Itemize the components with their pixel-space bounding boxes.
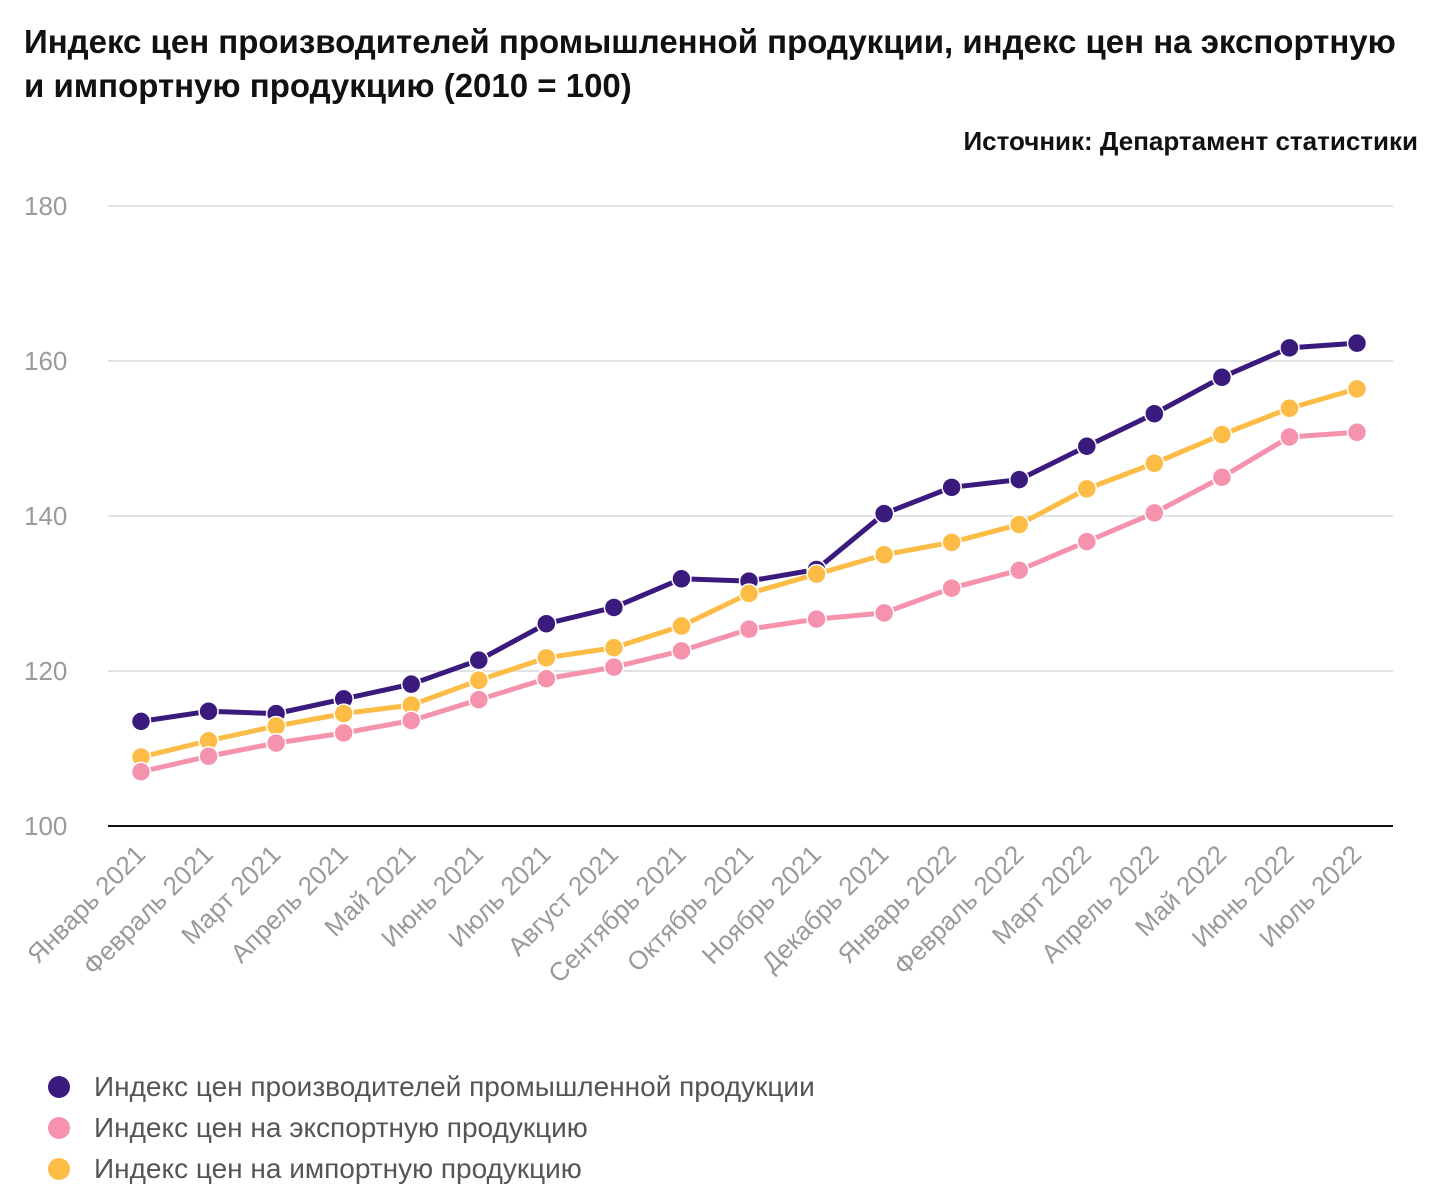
legend-item-producer: Индекс цен производителей промышленной п… — [48, 1066, 815, 1107]
series-2-point-12 — [941, 532, 962, 553]
series-1-point-11 — [873, 602, 895, 624]
series-0-point-16 — [1211, 367, 1233, 388]
series-2-point-8 — [671, 615, 692, 637]
series-2-point-7 — [603, 637, 625, 658]
series-2-point-16 — [1211, 424, 1233, 445]
series-0-point-1 — [198, 701, 219, 722]
series-1-point-2 — [265, 732, 287, 754]
series-1-point-5 — [468, 689, 490, 710]
series-0-point-4 — [400, 673, 422, 695]
chart-legend: Индекс цен производителей промышленной п… — [48, 1066, 815, 1189]
legend-marker-export — [48, 1116, 70, 1139]
legend-label-import: Индекс цен на импортную продукцию — [94, 1152, 582, 1184]
series-2-point-17 — [1279, 398, 1300, 419]
series-0-point-18 — [1346, 332, 1368, 354]
series-2-point-10 — [806, 563, 827, 585]
series-0-point-7 — [603, 597, 625, 618]
series-0-point-0 — [130, 711, 152, 732]
series-1-point-0 — [130, 761, 152, 782]
legend-label-export: Индекс цен на экспортную продукцию — [94, 1111, 588, 1143]
series-1-point-9 — [738, 618, 760, 640]
series-0-point-15 — [1144, 403, 1165, 424]
series-2-point-2 — [265, 715, 287, 737]
legend-item-export: Индекс цен на экспортную продукцию — [48, 1107, 815, 1148]
series-1-point-1 — [198, 746, 219, 767]
series-1-point-7 — [603, 656, 625, 678]
legend-marker-producer — [48, 1075, 70, 1098]
legend-marker-import — [48, 1157, 70, 1180]
series-0-point-11 — [873, 503, 895, 524]
series-0-point-12 — [941, 477, 962, 498]
series-1-point-8 — [671, 640, 692, 662]
series-1-point-4 — [400, 710, 422, 731]
series-0-point-17 — [1279, 337, 1300, 359]
series-1-point-15 — [1144, 502, 1165, 524]
series-1-point-6 — [536, 668, 557, 689]
series-line-0 — [138, 340, 1360, 724]
series-1-point-12 — [941, 577, 962, 599]
series-2-point-18 — [1346, 378, 1368, 400]
series-0-point-14 — [1076, 436, 1098, 457]
series-1-point-17 — [1279, 426, 1300, 448]
series-1-point-14 — [1076, 531, 1098, 552]
series-2-point-6 — [536, 647, 557, 669]
series-1-point-10 — [806, 608, 827, 630]
chart-title: Индекс цен производителей промышленной п… — [24, 23, 1396, 104]
series-1-point-16 — [1211, 467, 1233, 488]
y-tick-label-140: 140 — [24, 501, 67, 531]
series-2-point-9 — [738, 583, 760, 604]
y-tick-label-100: 100 — [24, 811, 67, 841]
legend-item-import: Индекс цен на импортную продукцию — [48, 1148, 815, 1189]
series-0-point-8 — [671, 568, 692, 590]
series-0-point-6 — [536, 613, 557, 634]
series-1-point-3 — [333, 722, 354, 744]
series-0-point-13 — [1008, 469, 1030, 490]
series-2-point-11 — [873, 544, 895, 565]
chart-source: Источник: Департамент статистики — [963, 126, 1418, 156]
y-tick-label-160: 160 — [24, 346, 67, 376]
series-2-point-3 — [333, 703, 354, 724]
series-0-point-5 — [468, 649, 490, 671]
series-1-point-18 — [1346, 422, 1368, 443]
series-1-point-13 — [1008, 560, 1030, 581]
series-2-point-14 — [1076, 478, 1098, 500]
series-2-point-13 — [1008, 514, 1030, 535]
series-2-point-15 — [1144, 453, 1165, 474]
y-tick-label-180: 180 — [24, 191, 67, 221]
series-2-point-5 — [468, 670, 490, 691]
y-tick-label-120: 120 — [24, 656, 67, 686]
legend-label-producer: Индекс цен производителей промышленной п… — [94, 1070, 815, 1102]
